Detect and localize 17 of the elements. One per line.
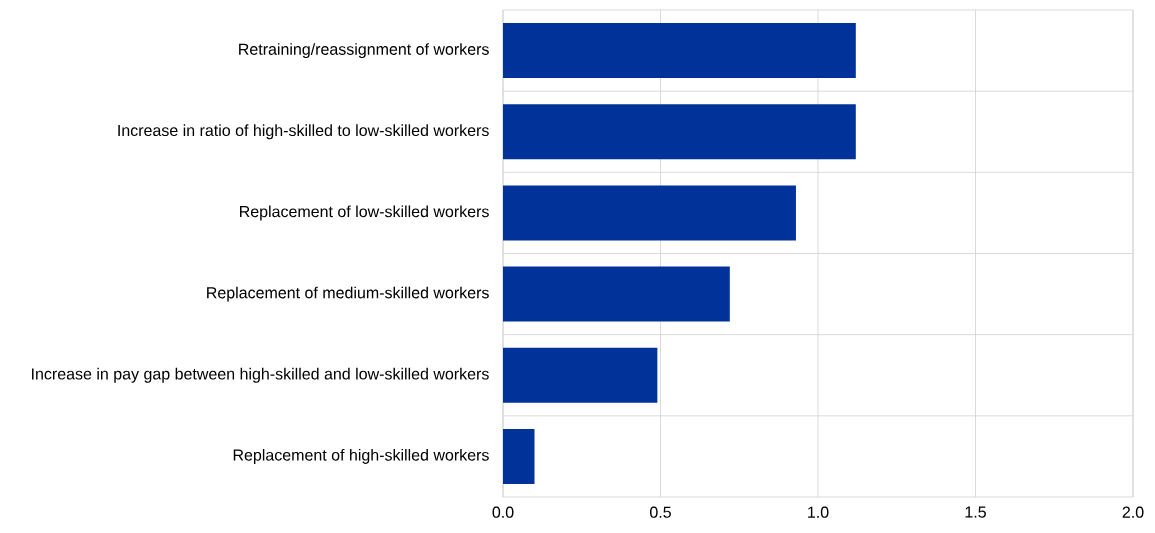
- y-tick-label: Increase in pay gap between high-skilled and low-skilled workers: [32, 367, 489, 383]
- x-tick-label: 2.0: [1122, 506, 1144, 518]
- x-tick-label: 1.5: [965, 506, 986, 518]
- bar: [503, 347, 658, 403]
- y-tick-label: Increase in ratio of high-skilled to low-skilled workers: [118, 124, 489, 140]
- y-tick-label: Replacement of high-skilled workers: [233, 448, 489, 464]
- x-tick-label: 0.5: [650, 506, 671, 518]
- y-tick-label: Replacement of medium-skilled workers: [207, 286, 489, 302]
- bar: [503, 185, 796, 241]
- y-tick-label: Retraining/reassignment of workers: [239, 43, 489, 59]
- x-tick-label: 1.0: [808, 506, 829, 518]
- bar: [503, 104, 856, 160]
- y-tick-label: Replacement of low-skilled workers: [240, 205, 489, 221]
- bar: [503, 428, 535, 484]
- bar: [503, 23, 856, 79]
- x-tick-label: 0.0: [492, 506, 514, 518]
- bar: [503, 266, 730, 322]
